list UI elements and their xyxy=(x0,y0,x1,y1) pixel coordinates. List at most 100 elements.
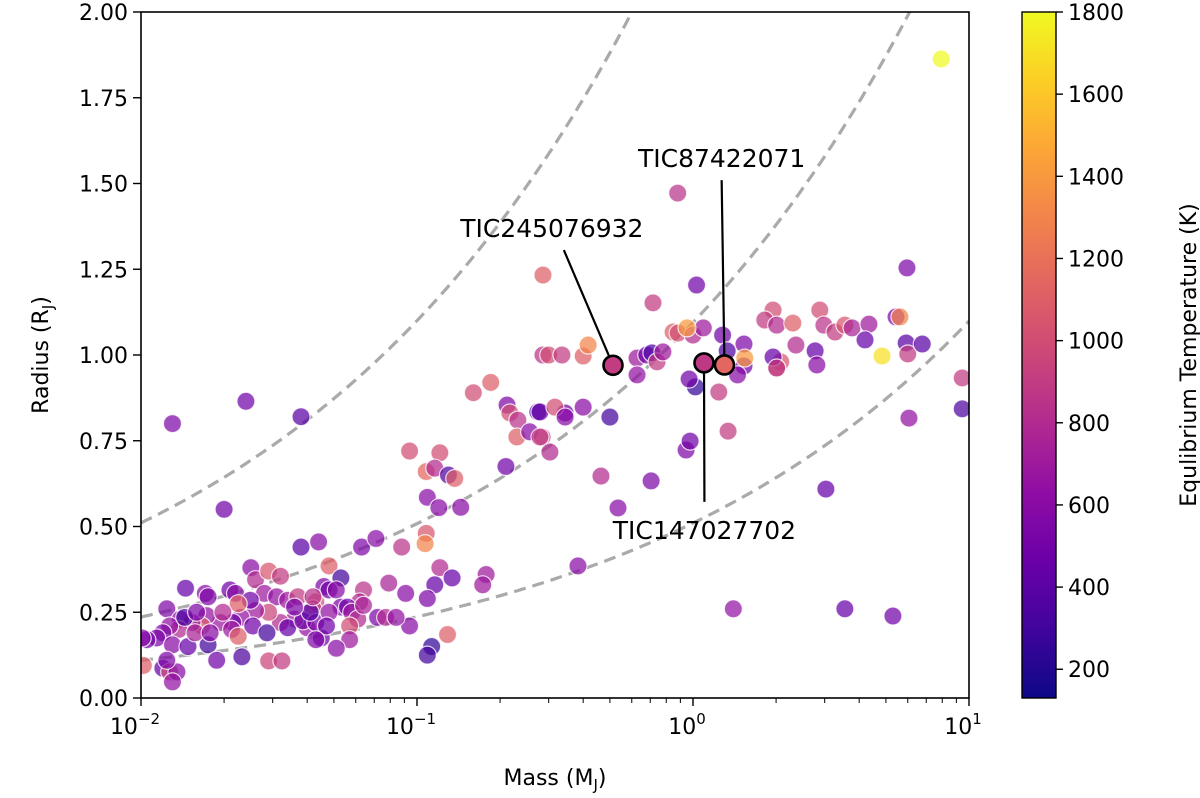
y-tick-label: 0.75 xyxy=(79,430,128,455)
data-point xyxy=(553,346,571,364)
data-point xyxy=(592,467,610,485)
data-point xyxy=(680,370,698,388)
data-point xyxy=(310,533,328,551)
data-point xyxy=(787,336,805,354)
data-point xyxy=(856,331,874,349)
data-point xyxy=(628,366,646,384)
data-point xyxy=(497,457,515,475)
x-axis-label: Mass (MJ) xyxy=(504,766,607,794)
data-point xyxy=(215,500,233,518)
data-point xyxy=(439,626,457,644)
data-point xyxy=(163,673,181,691)
y-tick-label: 1.00 xyxy=(79,344,128,369)
data-point xyxy=(286,598,304,616)
data-point xyxy=(397,584,415,602)
highlighted-point xyxy=(603,356,622,375)
data-point xyxy=(233,648,251,666)
annotation-label: TIC87422071 xyxy=(637,144,805,173)
data-point xyxy=(654,343,672,361)
data-point xyxy=(443,569,461,587)
data-point xyxy=(304,588,322,606)
data-point xyxy=(134,656,152,674)
data-point xyxy=(355,596,373,614)
y-tick-label: 2.00 xyxy=(79,1,128,26)
data-point xyxy=(208,651,226,669)
data-points xyxy=(133,50,971,691)
data-point xyxy=(609,499,627,517)
y-tick-label: 0.50 xyxy=(79,516,128,541)
data-point xyxy=(214,603,232,621)
data-point xyxy=(860,315,878,333)
data-point xyxy=(710,383,728,401)
data-point xyxy=(237,392,255,410)
y-tick-label: 0.00 xyxy=(79,687,128,712)
data-point xyxy=(482,373,500,391)
data-point xyxy=(873,347,891,365)
x-tick-label: 10−2 xyxy=(110,710,160,740)
data-point xyxy=(292,538,310,556)
data-point xyxy=(133,629,151,647)
data-point xyxy=(199,588,217,606)
y-axis: 0.000.250.500.751.001.251.501.752.00 xyxy=(79,1,141,712)
y-tick-label: 1.25 xyxy=(79,258,128,283)
x-tick-label: 100 xyxy=(668,710,706,740)
data-point xyxy=(273,652,291,670)
annotation-label: TIC245076932 xyxy=(459,214,643,243)
data-point xyxy=(367,530,385,548)
data-point xyxy=(229,627,247,645)
data-point xyxy=(430,499,448,517)
data-point xyxy=(817,480,835,498)
data-point xyxy=(418,590,436,608)
data-point xyxy=(579,336,597,354)
data-point xyxy=(913,335,931,353)
data-point xyxy=(694,319,712,337)
data-point xyxy=(681,432,699,450)
annotation-label: TIC147027702 xyxy=(612,516,796,545)
data-point xyxy=(601,408,619,426)
x-tick-label: 101 xyxy=(944,710,982,740)
data-point xyxy=(387,608,405,626)
colorbar-tick-label: 1400 xyxy=(1068,165,1124,190)
colorbar-tick-label: 200 xyxy=(1068,658,1110,683)
y-tick-label: 1.75 xyxy=(79,87,128,112)
data-point xyxy=(158,651,176,669)
data-point xyxy=(768,316,786,334)
data-point xyxy=(556,408,574,426)
y-axis-label: Radius (RJ) xyxy=(29,296,57,414)
data-point xyxy=(784,314,802,332)
colorbar-tick-label: 1200 xyxy=(1068,247,1124,272)
data-point xyxy=(714,326,732,344)
data-point xyxy=(163,415,181,433)
colorbar-tick-label: 1800 xyxy=(1068,1,1124,26)
data-point xyxy=(258,624,276,642)
data-point xyxy=(292,408,310,426)
data-point xyxy=(307,631,325,649)
x-axis: 10−2 10−1 100 101 xyxy=(110,698,982,740)
data-point xyxy=(898,259,916,277)
colorbar-label: Equlibrium Temperature (K) xyxy=(1177,203,1200,506)
data-point xyxy=(201,624,219,642)
x-tick-label: 10−1 xyxy=(386,710,436,740)
data-point xyxy=(736,349,754,367)
data-point xyxy=(401,442,419,460)
colorbar-gradient xyxy=(1022,12,1056,698)
data-point xyxy=(678,319,696,337)
data-point xyxy=(569,557,587,575)
data-point xyxy=(768,359,786,377)
data-point xyxy=(891,308,909,326)
highlighted-point xyxy=(694,353,713,372)
reference-curve xyxy=(141,0,969,617)
colorbar-tick-label: 1600 xyxy=(1068,83,1124,108)
data-point xyxy=(724,600,742,618)
data-point xyxy=(808,356,826,374)
data-point xyxy=(393,538,411,556)
y-tick-label: 1.50 xyxy=(79,173,128,198)
colorbar-tick-label: 1000 xyxy=(1068,330,1124,355)
data-point xyxy=(327,581,345,599)
highlighted-point xyxy=(715,355,734,374)
data-point xyxy=(574,398,592,416)
data-point xyxy=(474,576,492,594)
data-point xyxy=(836,600,854,618)
